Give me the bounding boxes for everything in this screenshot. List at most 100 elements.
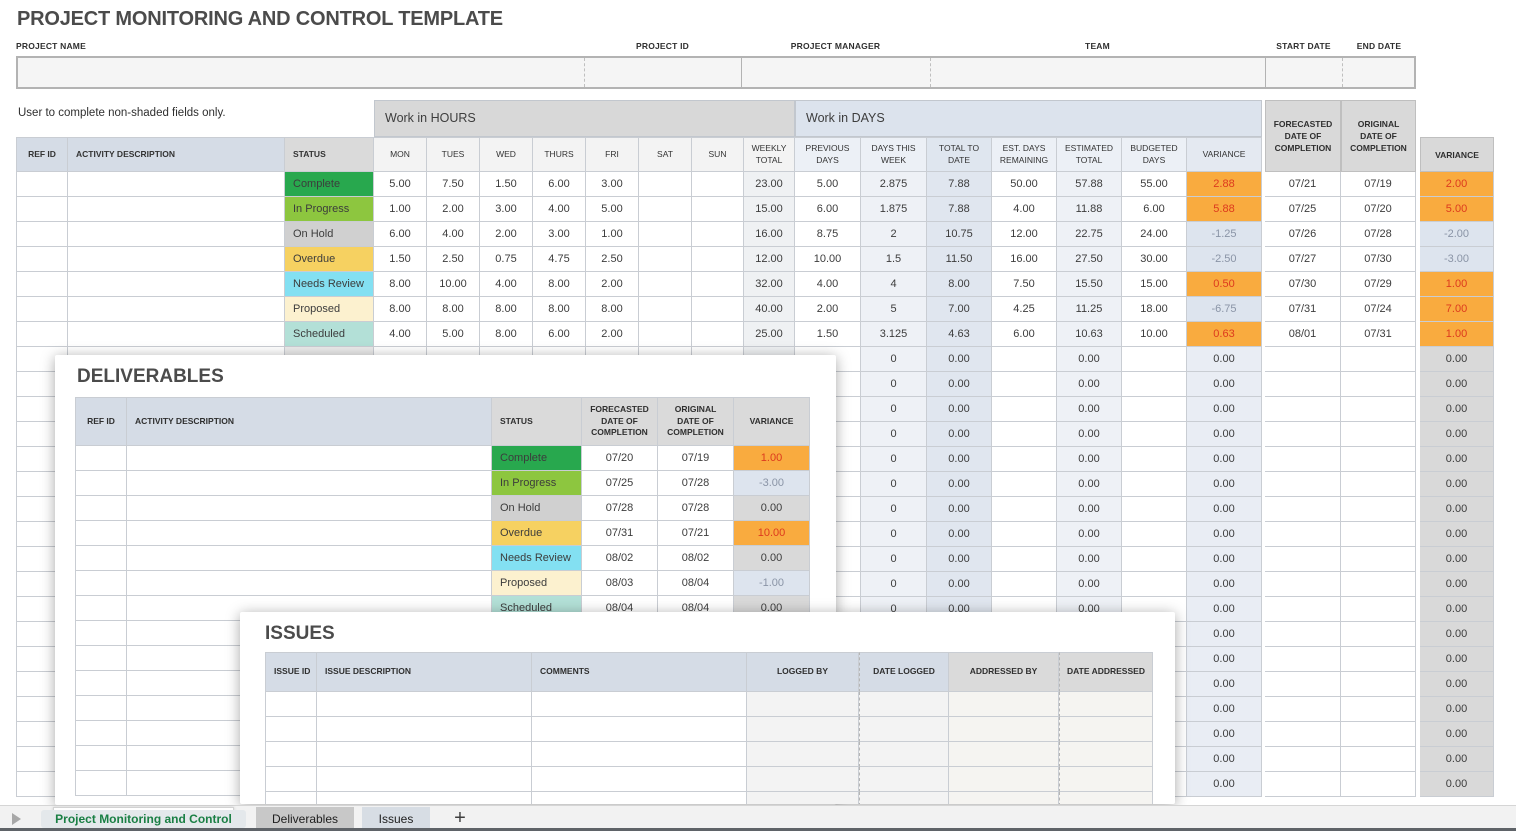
hours-cell[interactable] (639, 222, 692, 247)
date-logged-cell[interactable] (859, 767, 949, 792)
ref-id-cell[interactable] (75, 771, 127, 796)
status-cell[interactable]: Needs Review (285, 272, 374, 297)
tab-scroll-right-icon[interactable] (12, 812, 21, 825)
forecasted-date-cell[interactable] (1265, 472, 1341, 497)
hours-cell[interactable]: 8.00 (533, 297, 586, 322)
forecasted-date-cell[interactable]: 08/01 (1265, 322, 1341, 347)
hours-cell[interactable]: 2.00 (586, 322, 639, 347)
budgeted-days-cell[interactable] (1122, 372, 1187, 397)
original-date-cell[interactable]: 07/28 (1341, 222, 1416, 247)
forecasted-date-cell[interactable] (1265, 372, 1341, 397)
activity-description-cell[interactable] (68, 197, 285, 222)
budgeted-days-cell[interactable]: 30.00 (1122, 247, 1187, 272)
ref-id-cell[interactable] (16, 197, 68, 222)
ref-id-cell[interactable] (75, 746, 127, 771)
original-date-cell[interactable] (1341, 722, 1416, 747)
activity-description-cell[interactable] (68, 322, 285, 347)
forecasted-date-cell[interactable]: 07/27 (1265, 247, 1341, 272)
hours-cell[interactable]: 2.50 (427, 247, 480, 272)
forecasted-date-cell[interactable] (1265, 772, 1341, 797)
original-date-cell[interactable]: 07/28 (658, 496, 734, 521)
original-date-cell[interactable] (1341, 772, 1416, 797)
original-date-cell[interactable] (1341, 522, 1416, 547)
addressed-by-cell[interactable] (949, 767, 1059, 792)
est-days-remaining-cell[interactable] (992, 422, 1057, 447)
est-days-remaining-cell[interactable]: 12.00 (992, 222, 1057, 247)
forecasted-date-cell[interactable] (1265, 397, 1341, 422)
comments-cell[interactable] (532, 792, 747, 804)
previous-days-cell[interactable]: 2.00 (795, 297, 861, 322)
hours-cell[interactable]: 6.00 (374, 222, 427, 247)
date-addressed-cell[interactable] (1059, 742, 1153, 767)
forecasted-date-cell[interactable] (1265, 422, 1341, 447)
issue-id-cell[interactable] (265, 742, 317, 767)
hours-cell[interactable]: 5.00 (374, 172, 427, 197)
status-cell[interactable]: Proposed (492, 571, 582, 596)
forecasted-date-cell[interactable] (1265, 647, 1341, 672)
hours-cell[interactable]: 4.00 (374, 322, 427, 347)
tab-deliverables[interactable]: Deliverables (256, 807, 354, 830)
est-days-remaining-cell[interactable] (992, 572, 1057, 597)
hours-cell[interactable]: 3.00 (533, 222, 586, 247)
ref-id-cell[interactable] (16, 172, 68, 197)
issue-description-cell[interactable] (317, 742, 532, 767)
hours-cell[interactable]: 8.00 (480, 322, 533, 347)
hours-cell[interactable] (639, 247, 692, 272)
forecasted-date-cell[interactable] (1265, 447, 1341, 472)
original-date-cell[interactable]: 08/04 (658, 571, 734, 596)
project-manager-input[interactable] (741, 58, 930, 87)
previous-days-cell[interactable]: 6.00 (795, 197, 861, 222)
activity-description-cell[interactable] (68, 247, 285, 272)
forecasted-date-cell[interactable] (1265, 597, 1341, 622)
forecasted-date-cell[interactable] (1265, 622, 1341, 647)
original-date-cell[interactable]: 08/02 (658, 546, 734, 571)
status-cell[interactable]: Complete (285, 172, 374, 197)
hours-cell[interactable]: 8.00 (374, 272, 427, 297)
comments-cell[interactable] (532, 742, 747, 767)
hours-cell[interactable]: 1.50 (480, 172, 533, 197)
date-logged-cell[interactable] (859, 742, 949, 767)
est-days-remaining-cell[interactable] (992, 522, 1057, 547)
original-date-cell[interactable]: 07/31 (1341, 322, 1416, 347)
hours-cell[interactable]: 6.00 (533, 172, 586, 197)
logged-by-cell[interactable] (747, 792, 859, 804)
original-date-cell[interactable] (1341, 697, 1416, 722)
date-logged-cell[interactable] (859, 717, 949, 742)
hours-cell[interactable]: 5.00 (427, 322, 480, 347)
status-cell[interactable]: In Progress (285, 197, 374, 222)
forecasted-date-cell[interactable]: 07/25 (1265, 197, 1341, 222)
original-date-cell[interactable] (1341, 397, 1416, 422)
comments-cell[interactable] (532, 692, 747, 717)
budgeted-days-cell[interactable]: 6.00 (1122, 197, 1187, 222)
status-cell[interactable]: Needs Review (492, 546, 582, 571)
date-addressed-cell[interactable] (1059, 692, 1153, 717)
original-date-cell[interactable] (1341, 647, 1416, 672)
status-cell[interactable]: In Progress (492, 471, 582, 496)
forecasted-date-cell[interactable]: 07/28 (582, 496, 658, 521)
est-days-remaining-cell[interactable]: 7.50 (992, 272, 1057, 297)
activity-description-cell[interactable] (68, 172, 285, 197)
original-date-cell[interactable] (1341, 422, 1416, 447)
budgeted-days-cell[interactable]: 24.00 (1122, 222, 1187, 247)
activity-description-cell[interactable] (68, 222, 285, 247)
budgeted-days-cell[interactable]: 18.00 (1122, 297, 1187, 322)
budgeted-days-cell[interactable] (1122, 447, 1187, 472)
previous-days-cell[interactable]: 1.50 (795, 322, 861, 347)
previous-days-cell[interactable]: 10.00 (795, 247, 861, 272)
status-cell[interactable]: Complete (492, 446, 582, 471)
forecasted-date-cell[interactable]: 08/03 (582, 571, 658, 596)
budgeted-days-cell[interactable] (1122, 497, 1187, 522)
budgeted-days-cell[interactable] (1122, 522, 1187, 547)
est-days-remaining-cell[interactable]: 4.25 (992, 297, 1057, 322)
original-date-cell[interactable] (1341, 597, 1416, 622)
original-date-cell[interactable] (1341, 622, 1416, 647)
previous-days-cell[interactable]: 4.00 (795, 272, 861, 297)
logged-by-cell[interactable] (747, 767, 859, 792)
ref-id-cell[interactable] (75, 596, 127, 621)
forecasted-date-cell[interactable] (1265, 572, 1341, 597)
hours-cell[interactable]: 4.75 (533, 247, 586, 272)
hours-cell[interactable] (692, 247, 744, 272)
logged-by-cell[interactable] (747, 717, 859, 742)
original-date-cell[interactable]: 07/20 (1341, 197, 1416, 222)
ref-id-cell[interactable] (75, 721, 127, 746)
